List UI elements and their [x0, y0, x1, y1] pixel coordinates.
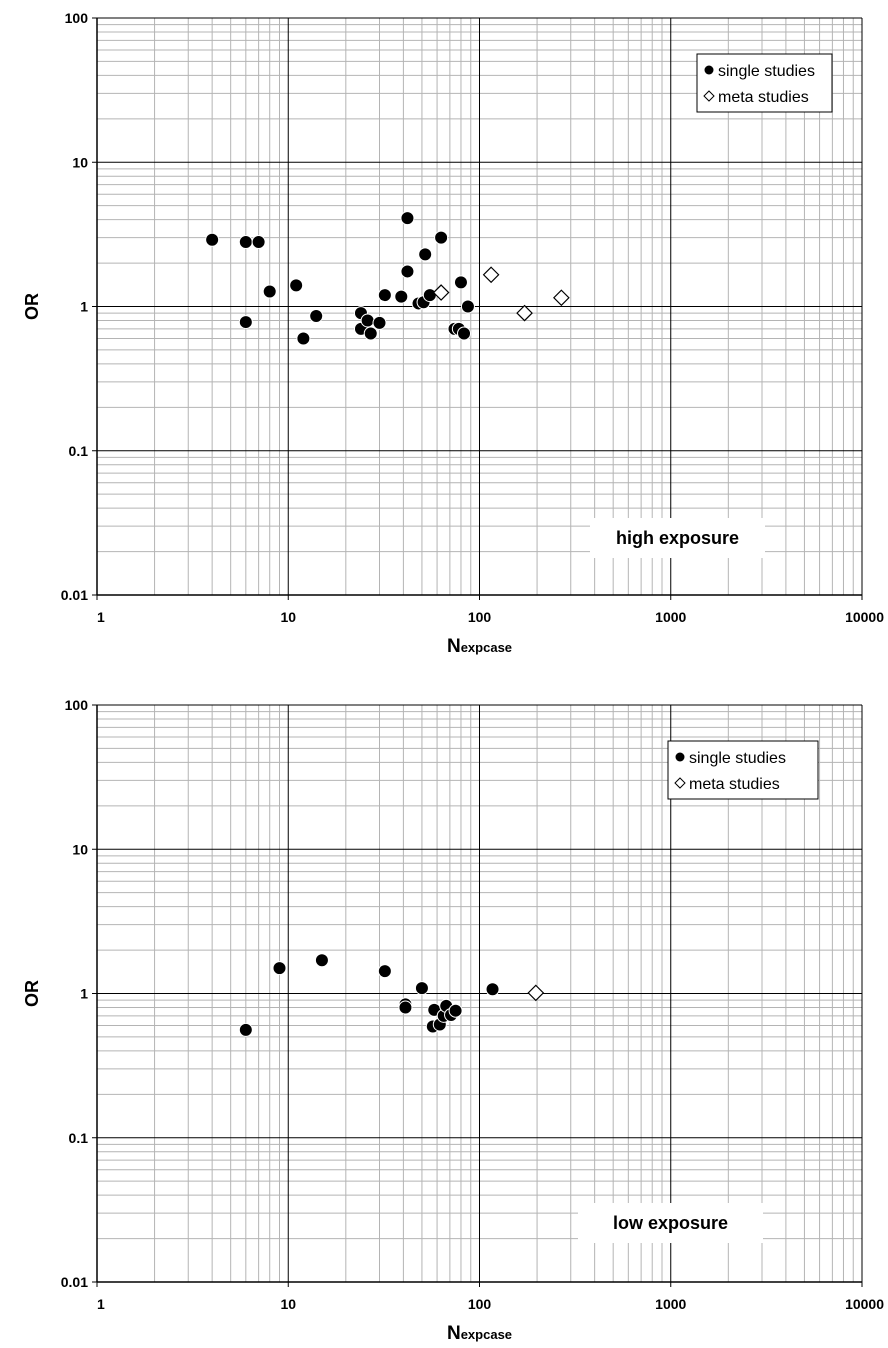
data-point-single — [394, 289, 409, 304]
series-meta-studies — [432, 266, 570, 322]
y-tick-label: 0.1 — [69, 443, 89, 459]
data-point-single — [262, 284, 277, 299]
y-tick-label: 10 — [72, 841, 88, 857]
data-point-meta — [482, 266, 500, 284]
legend-marker-meta — [703, 90, 715, 102]
legend-marker-single — [704, 65, 714, 75]
data-point-single — [418, 247, 433, 262]
data-point-meta — [527, 984, 545, 1002]
x-tick-label: 1 — [97, 1296, 105, 1312]
data-point-meta — [432, 284, 450, 301]
data-point-single — [238, 315, 253, 330]
x-tick-label: 10 — [280, 1296, 296, 1312]
data-point-single — [238, 1022, 253, 1037]
x-tick-label: 100 — [468, 609, 492, 625]
annotation-label: low exposure — [578, 1203, 763, 1243]
data-point-single — [205, 232, 220, 247]
data-point-single — [398, 1000, 413, 1015]
legend-label: meta studies — [718, 89, 809, 106]
grid — [96, 17, 863, 596]
x-axis-title-main: N — [447, 636, 461, 657]
data-point-single — [400, 264, 415, 279]
x-axis-title-subscript: expcase — [461, 1327, 512, 1342]
legend: single studies meta studies — [696, 53, 833, 113]
legend-label: meta studies — [689, 776, 780, 793]
x-tick-label: 1 — [97, 609, 105, 625]
y-tick-label: 100 — [65, 697, 89, 713]
legend-label: single studies — [689, 750, 786, 767]
data-point-single — [272, 961, 287, 976]
legend-label: single studies — [718, 63, 815, 80]
data-point-single — [309, 308, 324, 323]
data-point-single — [460, 299, 475, 314]
y-tick-label: 1 — [80, 299, 88, 315]
x-tick-label: 1000 — [655, 609, 686, 625]
x-tick-label: 100 — [468, 1296, 492, 1312]
legend-marker-single — [675, 752, 685, 762]
series-single-studies — [205, 211, 475, 346]
data-point-single — [360, 313, 375, 328]
series-meta-studies — [527, 984, 545, 1002]
data-point-meta — [516, 304, 533, 322]
data-point-single — [363, 326, 378, 341]
x-axis-title: Nexpcase — [447, 636, 512, 657]
data-point-single — [448, 1003, 463, 1018]
scatter-chart-2: 100 10 1 0.1 0.01 1 10 100 1000 10000 OR Nexpcase si… — [22, 697, 884, 1344]
x-tick-label: 10 — [280, 609, 296, 625]
y-tick-label: 0.01 — [61, 1274, 88, 1290]
x-axis-title-subscript: expcase — [461, 640, 512, 655]
data-point-single — [457, 326, 472, 341]
x-tick-label: 10000 — [845, 609, 884, 625]
data-point-single — [314, 953, 329, 968]
legend: single studies meta studies — [667, 740, 819, 800]
x-tick-label: 1000 — [655, 1296, 686, 1312]
data-point-single — [400, 211, 415, 226]
annotation-text: high exposure — [616, 528, 739, 548]
annotation-background — [590, 518, 765, 558]
y-axis-title: OR — [22, 293, 42, 320]
data-point-single — [372, 315, 387, 330]
scatter-chart-1: 100 10 1 0.1 0.01 1 10 100 1000 10000 OR Nexpcase si… — [22, 10, 884, 657]
data-point-single — [296, 331, 311, 346]
legend-marker-meta — [674, 777, 686, 789]
x-tick-label: 10000 — [845, 1296, 884, 1312]
data-point-single — [251, 234, 266, 249]
annotation-background — [578, 1203, 763, 1243]
annotation-label: high exposure — [590, 518, 765, 558]
y-tick-label: 10 — [72, 154, 88, 170]
data-point-single — [485, 982, 500, 997]
y-tick-label: 100 — [65, 10, 89, 26]
data-point-single — [377, 964, 392, 979]
data-point-single — [377, 288, 392, 303]
x-axis-title: Nexpcase — [447, 1323, 512, 1344]
legend-box — [696, 53, 833, 113]
y-tick-label: 0.1 — [69, 1130, 89, 1146]
data-point-single — [414, 981, 429, 996]
legend-box — [667, 740, 819, 800]
series-single-studies — [238, 953, 500, 1037]
data-point-single — [453, 275, 468, 290]
y-axis-title: OR — [22, 980, 42, 1007]
annotation-text: low exposure — [613, 1213, 728, 1233]
data-point-meta — [553, 289, 570, 307]
data-point-single — [238, 234, 253, 249]
data-point-single — [422, 288, 437, 303]
data-point-single — [289, 278, 304, 293]
x-axis-title-main: N — [447, 1323, 461, 1344]
data-point-single — [434, 230, 449, 245]
y-tick-label: 0.01 — [61, 587, 88, 603]
y-tick-label: 1 — [80, 986, 88, 1002]
